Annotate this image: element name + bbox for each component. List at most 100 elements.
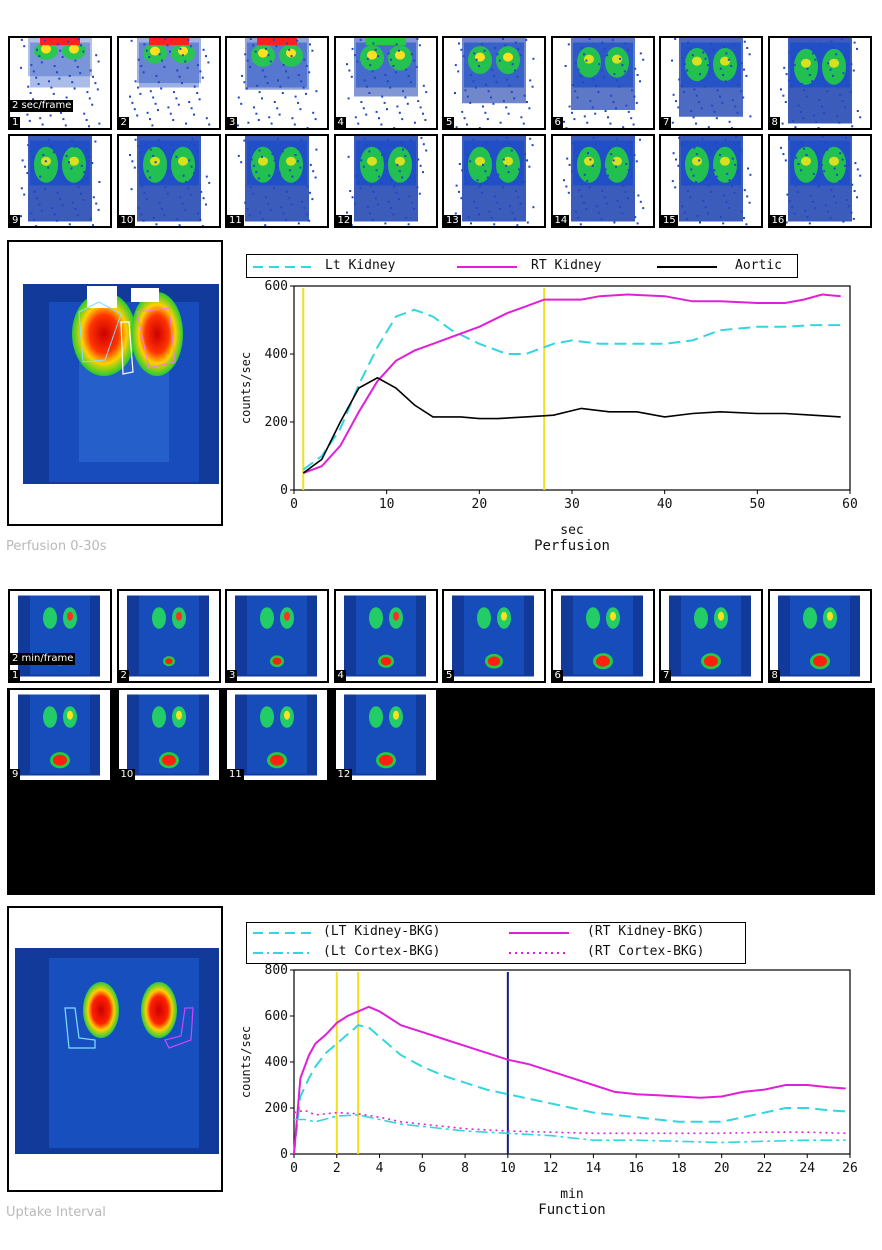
frame-scan-svg [779, 38, 861, 128]
frame-scan-svg [128, 38, 210, 127]
frame-scan-svg [20, 136, 101, 226]
scan-frame: 14 [550, 134, 655, 228]
chart-title: Function [538, 1202, 605, 1218]
scan-frame: 2 [116, 589, 221, 683]
legend-aortic-swatch [657, 266, 717, 268]
y-tick-label: 600 [265, 280, 288, 294]
frame-number: 8 [769, 670, 780, 681]
frame-scan-svg [777, 595, 860, 677]
scan-frame: 6 [550, 36, 655, 130]
x-tick-label: 60 [842, 497, 858, 512]
frame-scan-svg [18, 595, 100, 677]
legend-rt-kidney-swatch [509, 932, 569, 934]
frame-scan-svg [235, 595, 317, 677]
legend-rt-label: RT Kidney [531, 258, 602, 273]
scan-frame: 13 [442, 134, 546, 228]
scan-frame: 1 2 min/frame [8, 589, 112, 683]
x-axis-label: min [560, 1187, 583, 1202]
frame-number: 7 [661, 670, 672, 681]
series-line [302, 308, 841, 471]
series-line [302, 293, 841, 474]
uptake-caption: Uptake Interval [6, 1205, 106, 1220]
legend-lt-cortex-label: (Lt Cortex-BKG) [323, 944, 441, 959]
frame-scan-svg [671, 136, 752, 226]
series-line [293, 1005, 846, 1155]
frame-scan-svg [343, 595, 426, 677]
frame-number: 14 [552, 215, 570, 226]
scan-frame: 3 [225, 589, 329, 683]
y-axis-label: counts/sec [239, 352, 253, 424]
frame-number: 13 [444, 215, 461, 226]
frame-number: 1 [10, 670, 21, 681]
frame-number: 7 [661, 117, 672, 128]
frame-number: 4 [335, 670, 346, 681]
uptake-scan-svg [15, 948, 219, 1154]
legend-rt-cortex-swatch [509, 952, 569, 954]
frame-number: 6 [552, 670, 563, 681]
scan-frame: 9 [8, 134, 112, 228]
frame-scan-svg [237, 38, 318, 128]
uptake-summary-image [7, 906, 223, 1192]
x-tick-label: 20 [472, 497, 488, 512]
x-tick-label: 40 [657, 497, 673, 512]
perfusion-summary-image [7, 240, 223, 526]
y-tick-label: 0 [280, 1147, 288, 1162]
function-chart: 0 2 4 6 8 10 12 14 16 18 20 22 24 260200400600800coun… [239, 963, 858, 1218]
frame-scan-svg [560, 595, 643, 677]
scan-frame: 5 [442, 36, 546, 130]
perfusion-scan-svg [23, 284, 219, 484]
y-tick-label: 0 [280, 483, 288, 498]
legend-lt-swatch [253, 266, 313, 268]
frame-scan-svg [669, 595, 751, 677]
frame-number: 9 [10, 215, 21, 226]
frame-scan-svg [128, 136, 210, 226]
legend-lt-kidney-swatch [253, 932, 313, 934]
y-tick-label: 400 [265, 1055, 288, 1070]
legend-lt-label: Lt Kidney [325, 258, 396, 273]
frame-number: 5 [444, 117, 455, 128]
frame-scan-svg [562, 38, 644, 128]
plot-area-frame [293, 969, 851, 1155]
scan-frame: 9 [8, 688, 112, 782]
scan-frame: 10 [116, 688, 221, 782]
scan-frame: 11 [225, 134, 329, 228]
perfusion-caption: Perfusion 0-30s [6, 539, 107, 554]
scan-frame: 4 [333, 36, 438, 130]
frame-number: 16 [769, 215, 787, 226]
frame-number: 2 [118, 117, 129, 128]
x-tick-label: 24 [799, 1161, 815, 1176]
x-tick-label: 26 [842, 1161, 858, 1176]
x-tick-label: 0 [290, 497, 298, 512]
y-axis-label: counts/sec [239, 1026, 253, 1098]
frame-scan-svg [126, 694, 209, 776]
scan-frame: 11 [225, 688, 329, 782]
perfusion-chart: 0 10 20 30 40 50 600200400600counts/secsecPerf… [239, 280, 858, 554]
perfusion-legend: Lt Kidney RT Kidney Aortic [246, 254, 798, 278]
scan-frame: 7 [659, 589, 763, 683]
scan-frame: 10 [116, 134, 221, 228]
scan-frame: 15 [659, 134, 763, 228]
legend-rt-cortex-label: (RT Cortex-BKG) [587, 944, 705, 959]
frame-scan-svg [454, 136, 535, 226]
frame-scan-svg [452, 595, 534, 677]
scan-frame: 12 [333, 134, 438, 228]
legend-aortic-label: Aortic [735, 258, 782, 273]
x-tick-label: 14 [586, 1161, 602, 1176]
frame-scan-svg [345, 38, 427, 128]
frame-scan-svg [454, 38, 535, 128]
frame-rate-label: 2 min/frame [10, 653, 76, 665]
frame-scan-svg [126, 595, 209, 677]
uptake-legend: (LT Kidney-BKG) (RT Kidney-BKG) (Lt Cort… [246, 922, 746, 964]
frame-number: 3 [227, 670, 238, 681]
frame-scan-svg [345, 136, 427, 226]
scan-frame: 8 [767, 36, 872, 130]
x-tick-label: 30 [564, 497, 580, 512]
frame-number: 11 [227, 215, 244, 226]
frame-number: 9 [10, 769, 21, 780]
frame-number: 2 [118, 670, 129, 681]
scan-frame: 16 [767, 134, 872, 228]
frame-number: 10 [118, 769, 136, 780]
scan-frame: 12 [333, 688, 438, 782]
series-line [293, 1024, 846, 1155]
x-tick-label: 10 [500, 1161, 516, 1176]
